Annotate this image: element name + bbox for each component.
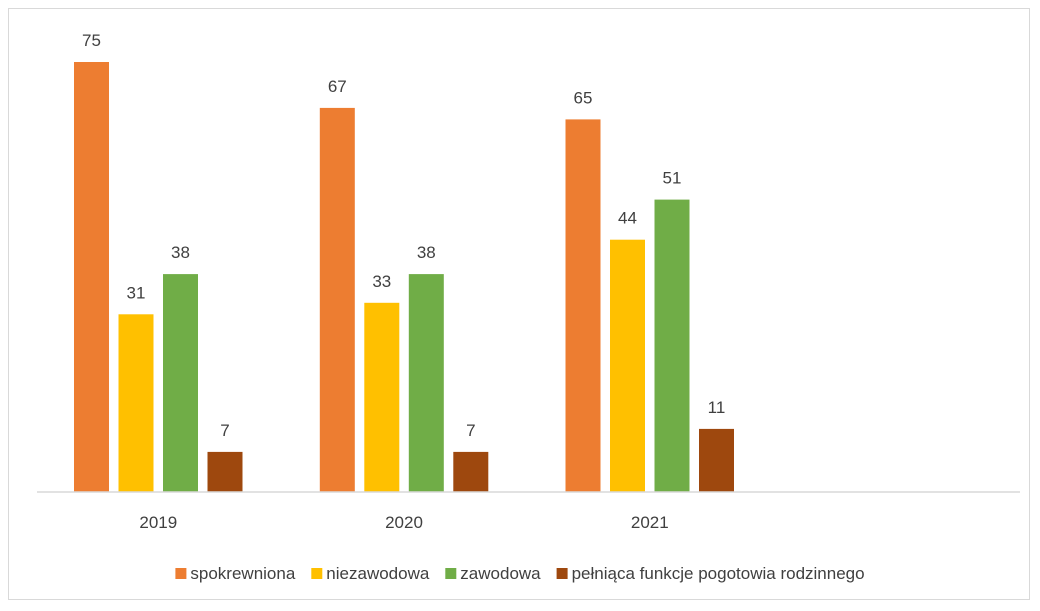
data-label-2021-series-3: 11 bbox=[708, 398, 726, 417]
legend-item-1: niezawodowa bbox=[311, 564, 430, 583]
legend-swatch-2 bbox=[445, 568, 457, 579]
legend-swatch-0 bbox=[175, 568, 187, 579]
data-label-2019-series-0: 75 bbox=[82, 31, 101, 50]
legend-item-0: spokrewniona bbox=[175, 564, 296, 583]
legend-item-3: pełniąca funkcje pogotowia rodzinnego bbox=[556, 564, 865, 583]
bar-2020-series-3 bbox=[453, 451, 489, 492]
bar-2020-series-2 bbox=[408, 274, 444, 492]
bars-layer bbox=[74, 62, 734, 493]
data-label-2020-series-1: 33 bbox=[372, 272, 391, 291]
data-label-2019-series-3: 7 bbox=[220, 421, 229, 440]
data-label-2021-series-1: 44 bbox=[618, 209, 637, 228]
data-label-2019-series-1: 31 bbox=[127, 283, 146, 302]
data-label-2021-series-0: 65 bbox=[574, 88, 593, 107]
data-label-2021-series-2: 51 bbox=[663, 169, 682, 188]
data-label-2020-series-0: 67 bbox=[328, 77, 347, 96]
legend-swatch-3 bbox=[556, 568, 568, 579]
data-label-2020-series-3: 7 bbox=[466, 421, 475, 440]
bar-2019-series-2 bbox=[163, 274, 198, 492]
data-label-2019-series-2: 38 bbox=[171, 243, 190, 262]
legend-label-0: spokrewniona bbox=[190, 564, 295, 583]
bar-2021-series-3 bbox=[699, 428, 734, 492]
legend-swatch-1 bbox=[311, 568, 323, 579]
bar-2019-series-0 bbox=[74, 62, 109, 492]
bar-2019-series-1 bbox=[118, 314, 154, 492]
data-labels-layer: 75 31 38 7 67 33 38 7 65 44 51 11 bbox=[82, 31, 725, 440]
x-tick-label-2019: 2019 bbox=[139, 513, 177, 532]
bar-2021-series-2 bbox=[654, 199, 690, 492]
x-tick-label-2020: 2020 bbox=[385, 513, 423, 532]
legend: spokrewniona niezawodowa zawodowa pełniąca … bbox=[175, 564, 865, 583]
data-label-2020-series-2: 38 bbox=[417, 243, 436, 262]
bar-2021-series-1 bbox=[610, 239, 645, 492]
x-tick-label-2021: 2021 bbox=[631, 513, 669, 532]
x-tick-labels: 2019 2020 2021 bbox=[139, 513, 668, 532]
bar-2020-series-1 bbox=[364, 302, 400, 492]
bar-2020-series-0 bbox=[319, 107, 355, 493]
legend-label-1: niezawodowa bbox=[326, 564, 430, 583]
legend-item-2: zawodowa bbox=[445, 564, 541, 583]
legend-label-3: pełniąca funkcje pogotowia rodzinnego bbox=[572, 564, 865, 583]
legend-label-2: zawodowa bbox=[460, 564, 541, 583]
bar-2021-series-0 bbox=[565, 119, 601, 493]
bar-2019-series-3 bbox=[207, 451, 243, 492]
